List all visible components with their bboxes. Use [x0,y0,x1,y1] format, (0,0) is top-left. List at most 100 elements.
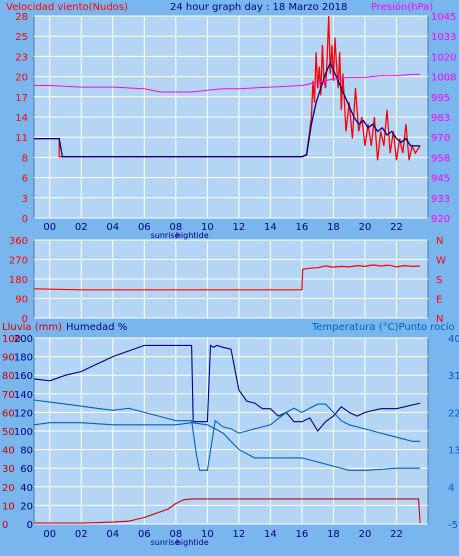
rain-label: Lluvia (mm) [2,322,62,333]
y-tick-label-humidity: 60 [20,464,33,475]
y-tick-label-direction: 270 [9,256,28,267]
y-tick-label-wind: 14 [15,113,28,124]
y-tick-label-compass: N [436,314,443,325]
x-tick-label: 06 [138,222,151,233]
y-tick-label-rain: 20 [2,483,15,494]
y-tick-label-pressure: 970 [431,133,450,144]
y-tick-label-temperature: 22 [448,408,459,419]
y-tick-label-humidity: 100 [14,427,33,438]
humidity-label: Humedad % [66,322,127,333]
y-tick-label-rain: 50 [2,427,15,438]
y-tick-label-wind: 8 [22,153,28,164]
y-tick-label-humidity: 120 [14,408,33,419]
x-tick-label: 16 [296,222,309,233]
y-tick-label-wind: 20 [15,73,28,84]
y-tick-label-compass: E [436,295,442,306]
y-tick-label-direction: 180 [9,275,28,286]
sunrise-label: sunrise [151,231,180,240]
y-tick-label-humidity: 140 [14,390,33,401]
pressure-title: Presión(hPa) [371,1,433,13]
hightide-label: hightide [176,538,209,547]
x-tick-label: 16 [296,529,309,540]
x-tick-label: 02 [75,222,88,233]
x-tick-label: 12 [233,222,246,233]
x-tick-label: 22 [390,222,403,233]
x-tick-label: 14 [264,529,277,540]
x-tick-label: 18 [327,222,340,233]
y-tick-label-pressure: 945 [431,174,450,185]
x-tick-label: 10 [201,529,214,540]
y-tick-label-direction: 360 [9,236,28,247]
y-tick-label-rain: 60 [2,408,15,419]
y-tick-label-pressure: 933 [431,194,450,205]
x-tick-label: 08 [169,529,182,540]
y-tick-label-wind: 28 [15,12,28,23]
x-tick-label: 14 [264,222,277,233]
y-tick-label-compass: N [436,236,443,247]
y-tick-label-temperature: 40 [448,334,459,345]
x-tick-label: 00 [43,529,56,540]
y-tick-label-compass: S [436,275,442,286]
x-tick-label: 04 [106,529,119,540]
y-tick-label-temperature: 13 [448,446,459,457]
y-tick-label-pressure: 995 [431,93,450,104]
x-tick-label: 00 [43,222,56,233]
wind-speed-title: Velocidad viento(Nudos) [6,2,128,13]
y-tick-label-rain: 70 [2,390,15,401]
x-tick-label: 20 [359,222,372,233]
x-tick-label: 20 [359,529,372,540]
y-tick-label-wind: 6 [22,174,28,185]
y-tick-label-wind: 23 [15,52,28,63]
y-tick-label-humidity: 180 [14,353,33,364]
temperature-dewpoint-label: Temperatura (°C)Punto rocío [311,321,455,333]
y-tick-label-temperature: 4 [448,483,454,494]
series-wind-direction [33,264,421,291]
x-tick-label: 10 [201,222,214,233]
y-tick-label-pressure: 958 [431,153,450,164]
y-tick-label-rain: 90 [2,353,15,364]
x-tick-label: 12 [233,529,246,540]
series-temperatura [33,399,421,471]
y-tick-label-humidity: 20 [20,501,33,512]
series-racha-promedio [34,61,421,158]
x-tick-label: 06 [138,529,151,540]
y-tick-label-direction: 0 [22,314,28,325]
y-tick-label-rain: 80 [2,371,15,382]
y-tick-label-wind: 25 [15,32,28,43]
y-tick-label-direction: 90 [15,295,28,306]
y-tick-label-wind: 3 [22,194,28,205]
y-tick-label-rain: 40 [2,446,15,457]
y-tick-label-wind: 17 [15,93,28,104]
y-tick-label-pressure: 1008 [431,73,456,84]
y-tick-label-rain: 100 [2,334,21,345]
y-tick-label-wind: 0 [22,214,28,225]
y-tick-label-pressure: 983 [431,113,450,124]
x-tick-label: 02 [75,529,88,540]
y-tick-label-compass: W [436,256,446,267]
wind-pressure-panel: 0 3 6 8 11 14 17 20 23 25 28 920 933 945 958 970 983 995 1… [15,12,456,240]
y-tick-label-humidity: 80 [20,446,33,457]
y-tick-label-pressure: 1033 [431,32,456,43]
x-tick-label: 08 [169,222,182,233]
y-tick-label-pressure: 1045 [431,12,456,23]
y-tick-label-rain: 10 [2,501,15,512]
hightide-label: hightide [176,231,209,240]
y-tick-label-temperature: -5 [448,520,458,531]
y-tick-label-temperature: 31 [448,371,459,382]
y-tick-label-humidity: 160 [14,371,33,382]
series-punto-roc-o [33,422,421,471]
rain-humidity-temp-panel: 0102030405060708090100020406080100120140… [2,334,459,547]
series-lluvia-mm- [34,498,421,524]
y-tick-label-wind: 11 [15,133,28,144]
y-tick-label-rain: 0 [2,520,8,531]
y-tick-label-humidity: 200 [14,334,33,345]
x-tick-label: 22 [390,529,403,540]
chart-title: 24 hour graph day : 18 Marzo 2018 [170,2,347,13]
series-presión [34,73,421,93]
y-tick-label-pressure: 1020 [431,52,456,63]
y-tick-label-humidity: 0 [27,520,33,531]
y-tick-label-pressure: 920 [431,214,450,225]
